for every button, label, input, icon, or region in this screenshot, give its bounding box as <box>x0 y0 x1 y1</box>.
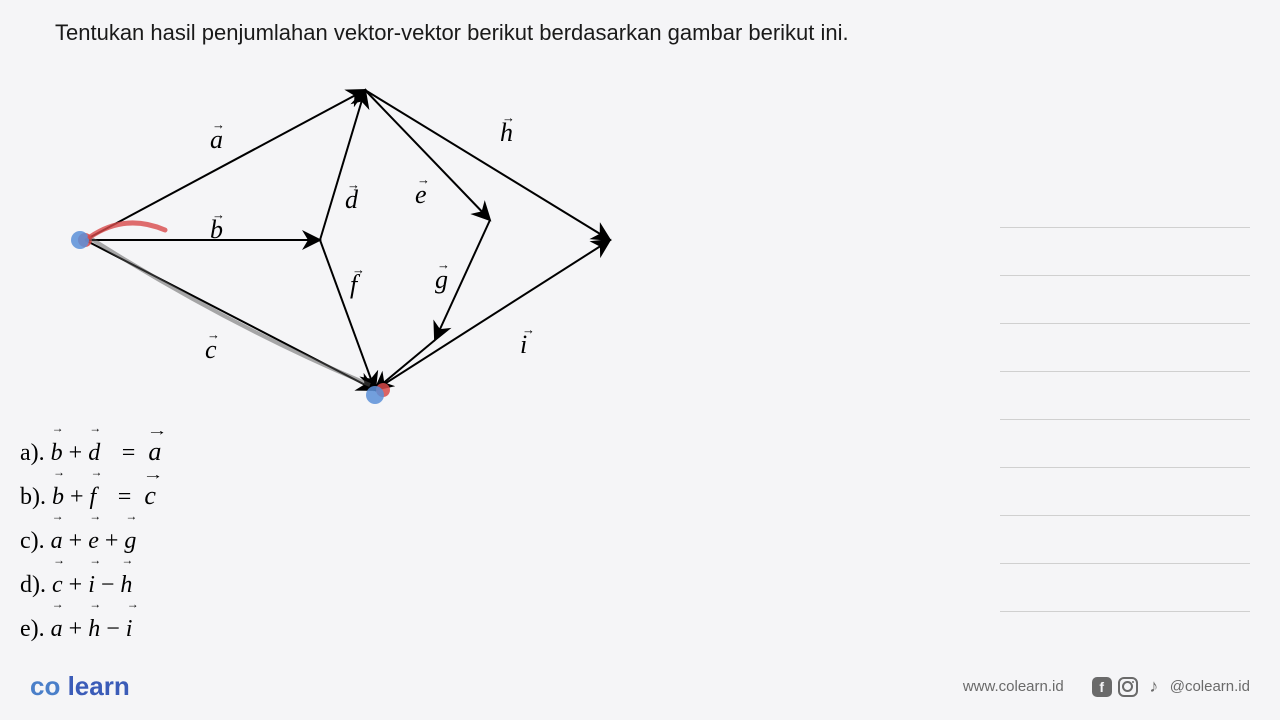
answer-line <box>1000 564 1250 612</box>
social-links: f ♪ @colearn.id <box>1092 677 1250 697</box>
answer-line <box>1000 180 1250 228</box>
answer-lines <box>1000 180 1250 612</box>
vector-label-a: →a <box>210 125 223 155</box>
tiktok-icon: ♪ <box>1144 677 1164 697</box>
vector-diagram: →a →b →c →d →e →f →g →h →i <box>55 70 655 410</box>
vector-label-g: →g <box>435 265 448 295</box>
question-text: Tentukan hasil penjumlahan vektor-vektor… <box>55 20 849 46</box>
vector-label-f: →f <box>350 270 357 300</box>
answer-line <box>1000 324 1250 372</box>
answer-line <box>1000 420 1250 468</box>
vector-label-c: →c <box>205 335 217 365</box>
vector-label-i: →i <box>520 330 527 360</box>
instagram-icon <box>1118 677 1138 697</box>
brand-logo: co learn <box>30 671 130 702</box>
answer-line <box>1000 372 1250 420</box>
problem-list: a). b + d = ab). b + f = cc). a + e + gd… <box>20 430 161 650</box>
footer-right: www.colearn.id f ♪ @colearn.id <box>963 677 1250 697</box>
website-url: www.colearn.id <box>963 678 1064 695</box>
logo-learn: learn <box>68 671 130 701</box>
footer: co learn www.colearn.id f ♪ @colearn.id <box>0 671 1280 702</box>
answer-line <box>1000 468 1250 516</box>
social-handle: @colearn.id <box>1170 678 1250 695</box>
facebook-icon: f <box>1092 677 1112 697</box>
vector-label-b: →b <box>210 215 223 245</box>
logo-co: co <box>30 671 60 701</box>
vector-label-h: →h <box>500 118 513 148</box>
answer-line <box>1000 228 1250 276</box>
vector-label-e: →e <box>415 180 427 210</box>
answer-line <box>1000 516 1250 564</box>
problem-row: e). a + h − i <box>20 606 161 650</box>
answer-line <box>1000 276 1250 324</box>
vector-label-d: →d <box>345 185 358 215</box>
